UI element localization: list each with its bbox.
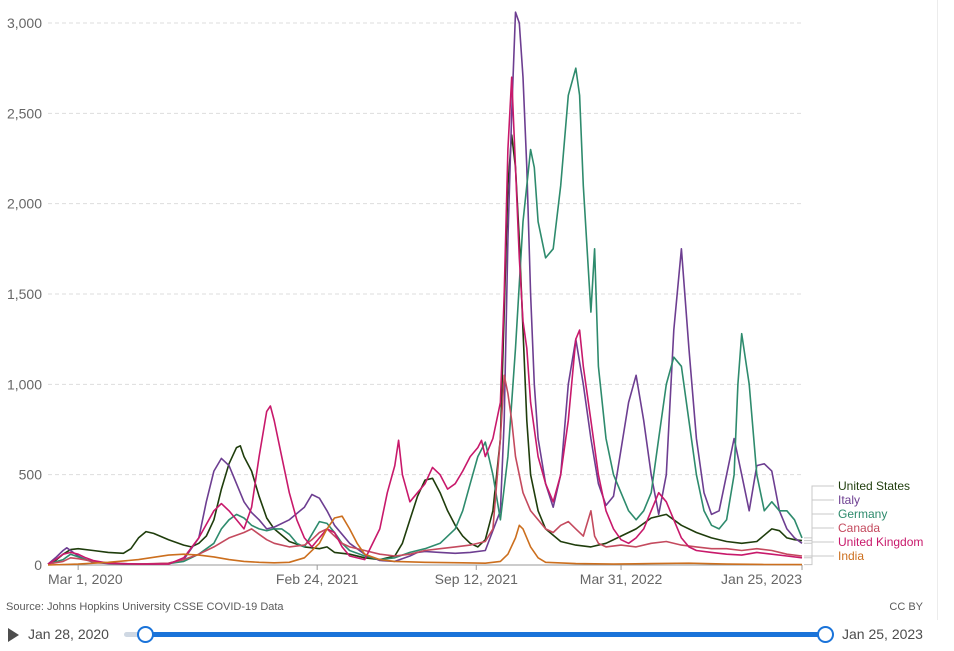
- legend-entry[interactable]: United States: [838, 479, 910, 493]
- panel-divider: [937, 0, 938, 620]
- x-tick-label: Jan 25, 2023: [721, 571, 802, 587]
- series-line[interactable]: [47, 67, 803, 565]
- y-tick-label: 500: [19, 467, 43, 483]
- legend-connector: [804, 555, 834, 566]
- timeline-end-label[interactable]: Jan 25, 2023: [842, 626, 923, 642]
- series-lines: [47, 11, 803, 566]
- x-axis: Mar 1, 2020 Feb 24, 2021 Sep 12, 2021 Mar 3…: [48, 565, 803, 587]
- legend-connector: [804, 499, 834, 544]
- x-tick-label: Feb 24, 2021: [276, 571, 359, 587]
- grid-lines: [48, 22, 802, 566]
- series-line[interactable]: [47, 134, 803, 565]
- legend-entry[interactable]: Italy: [838, 493, 860, 507]
- source-note[interactable]: Source: Johns Hopkins University CSSE CO…: [6, 601, 284, 613]
- y-axis: 0 500 1,000 1,500 2,000 2,500 3,000: [7, 15, 42, 573]
- license-link[interactable]: CC BY: [889, 601, 923, 613]
- series-line[interactable]: [47, 374, 803, 565]
- legend-connector: [804, 485, 834, 542]
- series-line[interactable]: [47, 11, 803, 565]
- y-tick-label: 2,000: [7, 196, 42, 212]
- legend-connector: [804, 541, 834, 559]
- timeline-end-handle[interactable]: [817, 626, 834, 643]
- y-tick-label: 2,500: [7, 105, 42, 121]
- x-tick-label: Sep 12, 2021: [435, 571, 519, 587]
- legend-entry[interactable]: Germany: [838, 507, 887, 521]
- x-tick-label: Mar 1, 2020: [48, 571, 123, 587]
- legend-entry[interactable]: India: [838, 549, 864, 563]
- line-chart: 0 500 1,000 1,500 2,000 2,500 3,000 Mar 1, 202…: [7, 11, 923, 587]
- timeline-selected-range[interactable]: [145, 632, 825, 637]
- legend-entry[interactable]: United Kingdom: [838, 535, 923, 549]
- series-line[interactable]: [47, 76, 803, 565]
- x-tick-label: Mar 31, 2022: [580, 571, 663, 587]
- timeline-start-label[interactable]: Jan 28, 2020: [28, 626, 109, 642]
- y-tick-label: 0: [34, 557, 42, 573]
- legend-connector: [804, 513, 834, 539]
- play-icon[interactable]: [8, 628, 19, 642]
- timeline-start-handle[interactable]: [137, 626, 154, 643]
- y-tick-label: 1,500: [7, 286, 42, 302]
- legend-entry[interactable]: Canada: [838, 521, 880, 535]
- y-tick-label: 3,000: [7, 15, 42, 31]
- y-tick-label: 1,000: [7, 376, 42, 392]
- series-line[interactable]: [47, 515, 803, 566]
- timeline-control: Jan 28, 2020 Jan 25, 2023: [0, 620, 954, 650]
